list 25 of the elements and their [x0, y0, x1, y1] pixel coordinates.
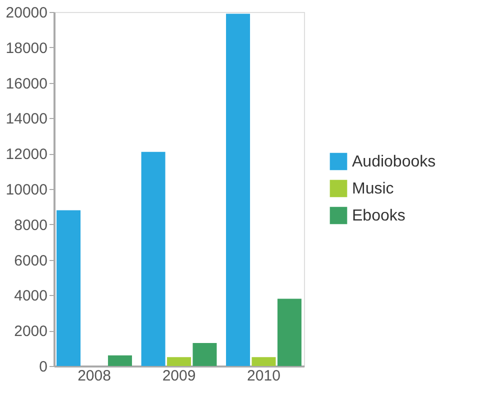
- y-tick-label: 20000: [6, 4, 48, 22]
- y-tick-label: 12000: [6, 146, 48, 164]
- y-tick-label: 14000: [6, 110, 48, 128]
- legend-label: Music: [352, 180, 394, 198]
- x-tick-label: 2008: [78, 368, 111, 384]
- bar: [252, 357, 276, 366]
- bar: [226, 14, 250, 366]
- bar: [277, 298, 302, 366]
- y-tick-label: 6000: [14, 252, 48, 270]
- bar: [167, 357, 191, 366]
- bar: [56, 210, 81, 366]
- y-tick-label: 2000: [14, 323, 48, 340]
- y-tick-label: 4000: [14, 288, 48, 305]
- y-tick-label: 0: [39, 358, 48, 376]
- y-tick-label: 18000: [6, 40, 48, 57]
- y-tick-label: 16000: [6, 75, 48, 92]
- legend-label: Audiobooks: [352, 154, 436, 170]
- bar: [141, 152, 166, 366]
- x-tick-label: 2010: [247, 368, 280, 384]
- legend-label: Ebooks: [352, 208, 406, 224]
- bar: [192, 342, 217, 366]
- x-tick-label: 2009: [162, 368, 196, 384]
- y-tick-label: 10000: [6, 182, 48, 198]
- bar: [108, 355, 132, 366]
- y-tick-label: 8000: [14, 216, 48, 234]
